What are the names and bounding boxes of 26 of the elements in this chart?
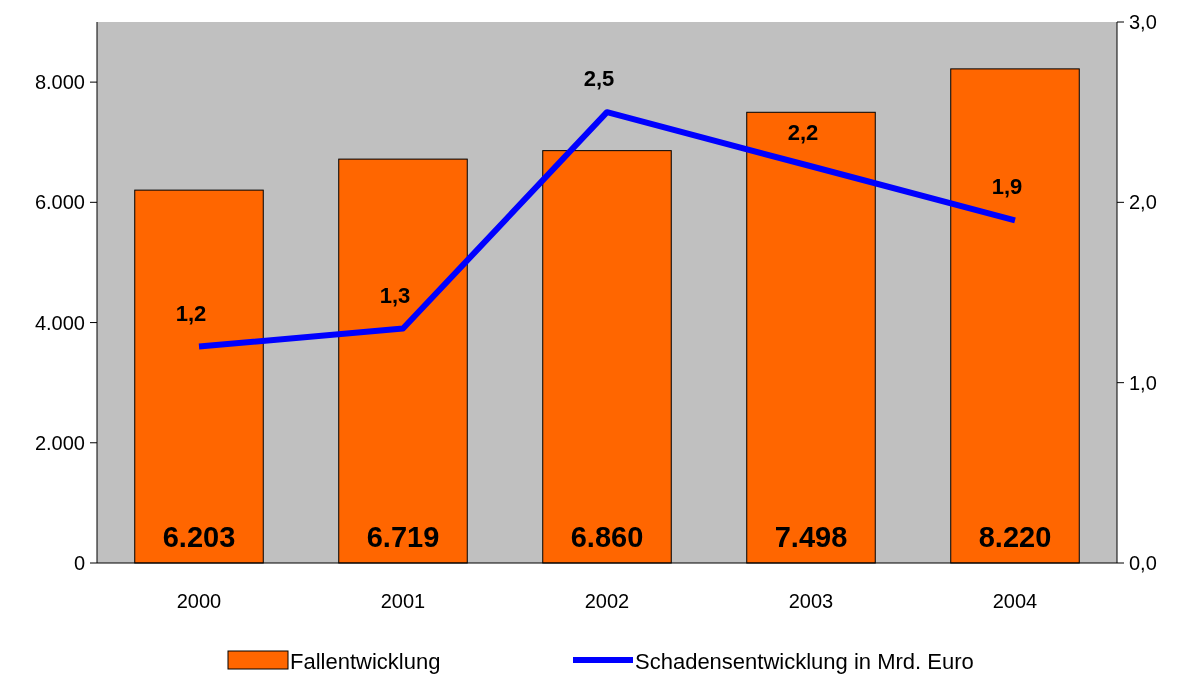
x-tick-label: 2000	[176, 590, 222, 612]
y-tick-label: 2.000	[34, 431, 85, 454]
legend-label: Schadensentwicklung in Mrd. Euro	[635, 649, 974, 674]
data-label: 1,3	[379, 282, 411, 308]
data-label: 1,2	[175, 300, 207, 326]
x-tick-label: 2001	[380, 590, 426, 612]
y2-tick-label: 0,0	[1129, 552, 1157, 574]
y-tick-label: 4.000	[34, 311, 85, 334]
data-label: 6.719	[366, 521, 440, 553]
y2-tick-label: 3,0	[1129, 11, 1157, 33]
y-tick-label: 0	[73, 552, 85, 574]
y-tick-label: 6.000	[34, 191, 85, 214]
x-tick-label: 2003	[788, 590, 834, 612]
data-label: 6.203	[162, 521, 236, 553]
data-label: 1,9	[991, 174, 1023, 200]
data-label: 2,5	[583, 66, 615, 92]
y2-tick-label: 2,0	[1129, 191, 1157, 214]
data-label: 2,2	[787, 120, 819, 146]
y-tick-label: 8.000	[34, 71, 85, 94]
data-label: 6.860	[570, 521, 644, 553]
x-tick-label: 2002	[584, 590, 630, 612]
data-label: 8.220	[978, 521, 1052, 553]
data-label: 7.498	[774, 521, 848, 553]
y2-tick-label: 1,0	[1129, 371, 1157, 394]
legend-label: Fallentwicklung	[290, 649, 441, 674]
x-tick-label: 2004	[992, 590, 1038, 612]
